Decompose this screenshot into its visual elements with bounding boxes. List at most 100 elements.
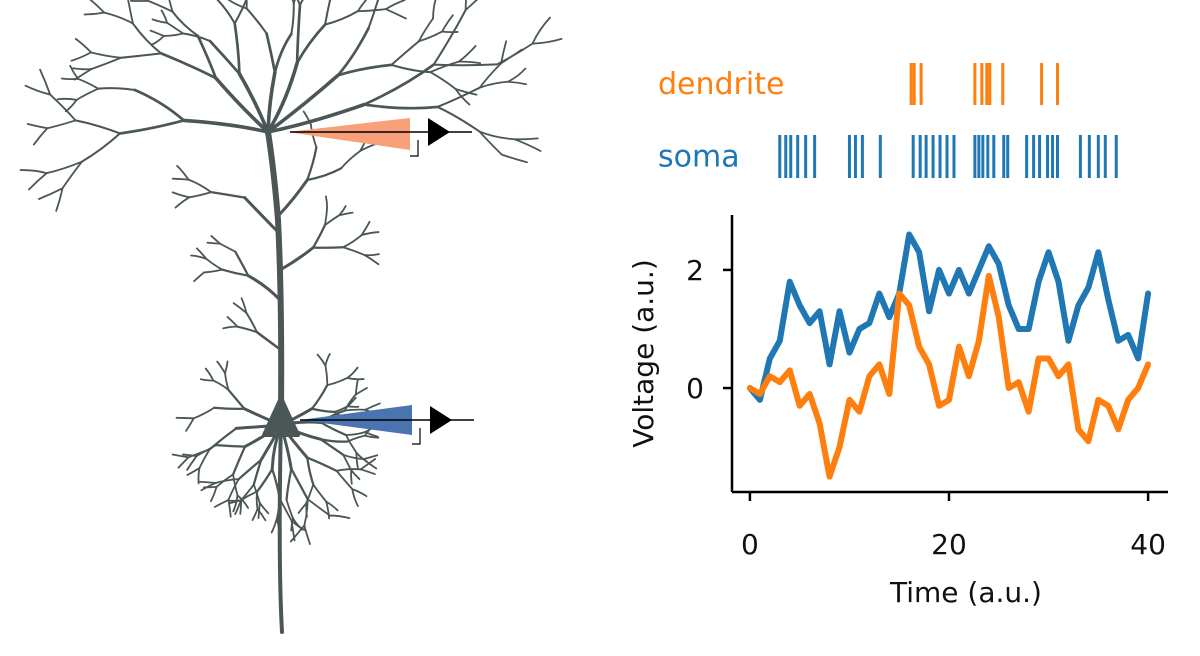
dendrite-branch xyxy=(189,180,211,192)
dendrite-branch xyxy=(466,0,497,10)
amplifier xyxy=(430,406,452,434)
dendrite-branch xyxy=(133,24,161,54)
dendrite-branch xyxy=(346,432,365,435)
dendrite-branch xyxy=(257,492,258,509)
dendrite-branch xyxy=(248,276,280,300)
dendrite-branch xyxy=(89,0,105,13)
dendrite-branch xyxy=(39,188,63,199)
dendrite-branch xyxy=(351,470,359,479)
dendrite-branch xyxy=(245,198,276,230)
dendrite-branch xyxy=(442,32,458,33)
dendrite-branch xyxy=(247,8,267,33)
dendrite-branch xyxy=(40,70,50,95)
dendrite-branch xyxy=(341,151,360,169)
dendrite-branch xyxy=(361,459,376,469)
dendrite-branch xyxy=(173,192,190,197)
dendrite-branch xyxy=(532,39,561,44)
dendrite-branch xyxy=(214,408,244,409)
dendrite-branch xyxy=(260,503,269,513)
raster-label: soma xyxy=(658,140,740,175)
dendrite-branch xyxy=(152,19,167,22)
dendrite-branch xyxy=(241,492,257,501)
dendrite-branch xyxy=(223,327,237,329)
dendrite-branch xyxy=(253,509,258,520)
dendrite-branch xyxy=(287,469,292,500)
dendrite-branch xyxy=(120,120,184,133)
dendrite-branch xyxy=(28,124,48,128)
dendrite-branch xyxy=(325,354,329,366)
x-axis-label: Time (a.u.) xyxy=(889,576,1042,609)
neuron-diagram xyxy=(20,0,561,632)
dendrite-branch xyxy=(508,69,525,82)
dendrite-branch xyxy=(47,120,75,128)
dendrite-branch xyxy=(508,82,526,84)
dendrite-branch xyxy=(235,23,240,73)
dendrite-branch xyxy=(347,378,363,379)
dendrite-branch xyxy=(187,468,199,475)
dendrite-branch xyxy=(364,105,437,109)
dendrite-branch xyxy=(361,469,375,474)
dendrite-branch xyxy=(257,332,281,350)
dendrite-branch xyxy=(217,362,225,374)
dendrite-branch xyxy=(313,485,326,502)
dendrite-branch xyxy=(127,0,133,24)
dendrite-branch xyxy=(343,247,364,255)
dendrite-branch xyxy=(78,79,98,89)
dendrite-branch xyxy=(306,503,307,517)
dendrite-branch xyxy=(173,179,189,180)
dendrite-branch xyxy=(177,166,188,180)
dendrite-branch xyxy=(297,5,300,63)
dendrite-branch xyxy=(369,0,382,28)
y-axis-label: Voltage (a.u.) xyxy=(627,259,660,447)
dendrite-branch xyxy=(312,409,334,412)
dendrite-branch xyxy=(210,41,239,74)
dendrite-branch xyxy=(206,369,214,381)
dendrite-branch xyxy=(164,34,183,36)
dendrite-branch xyxy=(365,254,379,255)
dendrite-branch xyxy=(327,378,347,385)
dendrite-branch xyxy=(313,225,325,247)
dendrite-branch xyxy=(167,23,183,34)
dendrite-branch xyxy=(285,0,294,3)
dendrite-branch xyxy=(76,120,121,133)
dendrite-branch xyxy=(347,368,357,378)
dendrite-branch xyxy=(194,408,214,419)
dendrite-branch xyxy=(235,252,248,276)
dendrite-branch xyxy=(225,361,228,373)
dendrite-branch xyxy=(211,487,217,501)
dendrite-branch xyxy=(201,379,213,380)
dendrite-branch xyxy=(190,192,212,197)
dendrite-branch xyxy=(307,458,336,471)
dendrite-branch xyxy=(304,525,310,544)
dendrite-branch xyxy=(348,406,359,407)
dendrite-branch xyxy=(437,107,479,131)
dendrite-branch xyxy=(239,74,268,132)
raster-label: dendrite xyxy=(658,67,784,102)
dendrite-branch xyxy=(178,457,188,467)
dendrite-branch xyxy=(98,88,135,90)
dendrite-branch xyxy=(194,272,204,281)
dendrite-branch xyxy=(330,516,349,519)
dendrite-branch xyxy=(365,403,380,409)
dendrite-branch xyxy=(272,518,277,532)
dendrite-branch xyxy=(337,469,361,471)
dendrite-branch xyxy=(345,410,365,411)
dendrite-branch xyxy=(442,15,453,31)
dendrite-branch xyxy=(227,317,237,327)
dendrite-branch xyxy=(356,388,367,395)
dendrite-branch xyxy=(358,9,386,11)
dendrite-branch xyxy=(77,89,99,100)
x-tick-label: 0 xyxy=(741,528,759,561)
dendrite-branch xyxy=(358,0,377,11)
dendrite-branch xyxy=(307,147,316,180)
dendrite-branch xyxy=(280,248,313,270)
dendrite-branch xyxy=(82,133,120,161)
dendrite-branch xyxy=(300,0,326,5)
dendrite-branch xyxy=(365,255,379,264)
amplifier xyxy=(428,118,450,146)
dendrite-branch xyxy=(299,503,307,513)
dendrite-branch xyxy=(71,52,91,60)
